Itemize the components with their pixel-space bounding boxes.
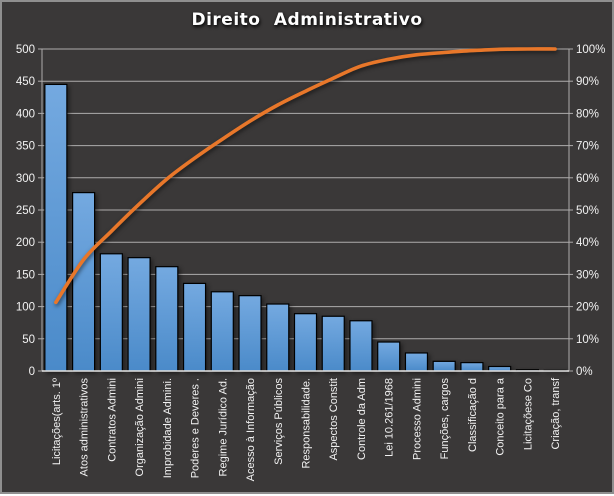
right-axis-tick-label: 10% [576,334,599,346]
left-axis-tick-label: 300 [16,173,35,185]
left-axis-tick-label: 350 [16,141,35,153]
left-axis-tick-label: 0 [29,366,35,378]
left-axis-tick-label: 250 [16,205,35,217]
x-axis-category-label: Classificação d [467,378,479,452]
x-axis-category-label: Poderes e Deveres . [190,378,202,478]
right-axis-tick-label: 80% [576,108,599,120]
x-axis-category-label: Licitaçõese Co [522,378,534,450]
bar [460,362,484,372]
right-axis-tick-label: 0% [576,366,593,378]
x-axis-category-label: Funções, cargos [439,378,451,460]
x-axis-category-label: Improbidade Admini. [162,378,174,478]
x-axis-category-label: Regime Jurídico Ad. [217,378,229,476]
bar [266,303,290,372]
bar [432,360,456,372]
bar [155,266,179,372]
bar [377,341,401,372]
x-axis-category-label: Controle da Adm [356,378,368,460]
bar [127,257,151,372]
bar [210,291,234,372]
right-axis-tick-label: 90% [576,76,599,88]
left-axis-tick-label: 200 [16,237,35,249]
x-axis-category-label: Responsabilidade. [301,378,313,469]
right-axis-tick-label: 100% [576,44,605,56]
x-axis-category-label: Atos administrativos [79,378,91,477]
x-axis-category-label: Criação, transf [550,377,562,449]
x-axis-category-label: Conceito para a [495,377,507,456]
x-axis-category-label: Processo Admini [411,378,423,460]
left-axis-tick-label: 450 [16,76,35,88]
cumulative-percent-line [54,47,557,305]
x-axis-category-label: Licitações(arts. 1º [51,378,63,465]
x-axis-category-label: Serviços Públicos [273,378,285,465]
bar [99,253,123,372]
bar [404,352,429,372]
bar [72,192,96,372]
bar [293,313,318,372]
right-axis-tick-label: 40% [576,237,599,249]
right-axis-tick-label: 70% [576,141,599,153]
x-axis-category-label: Contratos Admini [106,378,118,462]
x-axis-category-label: Organização Admini [134,378,146,476]
right-axis-tick-label: 30% [576,269,599,281]
bar [44,83,68,372]
x-axis-category-label: Aspectos Constit [328,378,340,461]
left-axis-tick-label: 400 [16,108,35,120]
left-axis-tick-label: 100 [16,302,35,314]
right-axis-tick-label: 60% [576,173,599,185]
x-axis-category-label: Acesso à Informação [245,378,257,481]
left-axis-tick-label: 50 [22,334,35,346]
bar [182,282,207,372]
bar [349,320,373,372]
bar [321,315,345,372]
left-axis-tick-label: 150 [16,269,35,281]
bar [238,295,262,372]
chart-title: Direito Administrativo [191,10,423,30]
left-axis-tick-label: 500 [16,44,35,56]
right-axis-tick-label: 20% [576,302,599,314]
x-axis-category-label: Lei 10.261/1968 [384,378,396,457]
right-axis-tick-label: 50% [576,205,599,217]
